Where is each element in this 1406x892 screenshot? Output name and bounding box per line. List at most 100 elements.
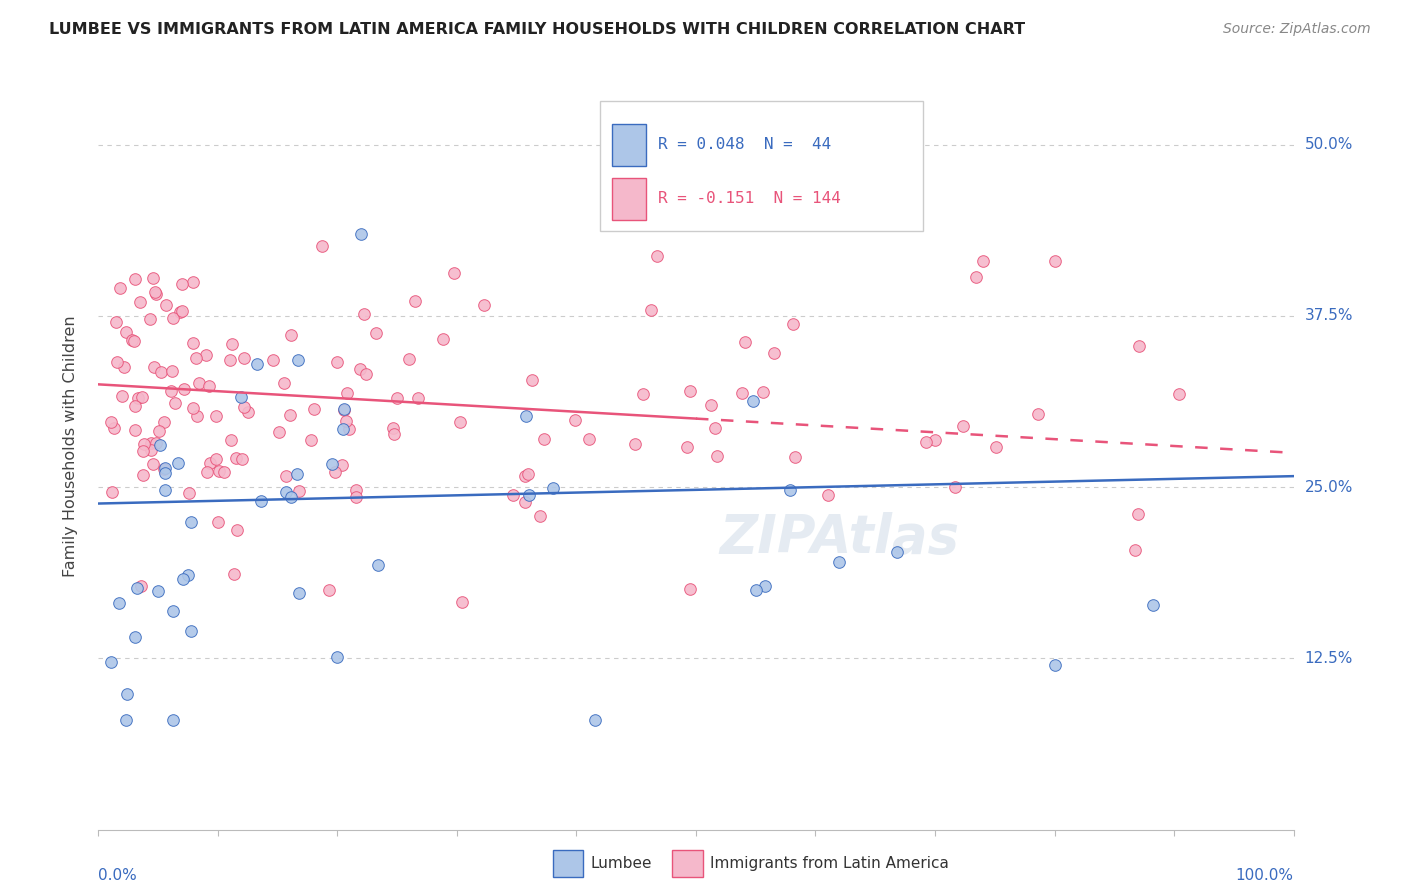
Point bbox=[149, 437, 172, 451]
Point bbox=[231, 452, 253, 467]
Point bbox=[145, 287, 167, 301]
Point bbox=[451, 595, 474, 609]
Point bbox=[114, 713, 136, 727]
Point bbox=[344, 490, 367, 504]
Point bbox=[333, 402, 356, 417]
Point bbox=[177, 485, 200, 500]
Point bbox=[108, 281, 131, 295]
Point bbox=[142, 458, 165, 472]
Point bbox=[172, 572, 194, 586]
Point bbox=[143, 285, 166, 300]
Point bbox=[533, 432, 555, 446]
Point bbox=[160, 364, 183, 378]
Text: Source: ZipAtlas.com: Source: ZipAtlas.com bbox=[1223, 22, 1371, 37]
Point bbox=[578, 432, 600, 446]
Point bbox=[205, 451, 228, 466]
Point bbox=[1128, 339, 1150, 353]
Point bbox=[330, 458, 353, 472]
Point bbox=[124, 630, 146, 644]
Text: Immigrants from Latin America: Immigrants from Latin America bbox=[710, 856, 949, 871]
Point bbox=[124, 423, 146, 437]
Point bbox=[198, 456, 221, 470]
Point bbox=[276, 485, 298, 500]
Point bbox=[287, 586, 309, 600]
Point bbox=[515, 409, 537, 423]
Point bbox=[1168, 386, 1191, 401]
Point bbox=[543, 481, 565, 495]
Text: 25.0%: 25.0% bbox=[1305, 480, 1353, 494]
Point bbox=[108, 596, 131, 610]
Point bbox=[139, 435, 162, 450]
Point bbox=[139, 311, 162, 326]
Point bbox=[115, 325, 138, 339]
FancyBboxPatch shape bbox=[613, 178, 645, 219]
Point bbox=[219, 434, 242, 448]
Point bbox=[785, 450, 807, 464]
Point bbox=[1125, 543, 1147, 558]
Point bbox=[943, 480, 966, 494]
Point bbox=[287, 353, 309, 368]
Point bbox=[181, 275, 204, 289]
Point bbox=[167, 456, 190, 470]
Text: 12.5%: 12.5% bbox=[1305, 651, 1353, 665]
Point bbox=[169, 305, 191, 319]
Point bbox=[285, 467, 308, 481]
Point bbox=[233, 351, 256, 365]
Point bbox=[187, 376, 209, 391]
Point bbox=[366, 326, 388, 340]
Point bbox=[356, 367, 378, 381]
Point bbox=[124, 399, 146, 413]
Point bbox=[323, 465, 346, 479]
Point bbox=[122, 334, 145, 348]
Text: 0.0%: 0.0% bbox=[98, 869, 138, 883]
Point bbox=[142, 360, 165, 375]
Point bbox=[333, 402, 356, 417]
Point bbox=[828, 556, 851, 570]
Point bbox=[965, 270, 987, 285]
Point bbox=[676, 440, 699, 454]
Point bbox=[623, 437, 645, 451]
Point bbox=[1026, 407, 1049, 421]
Point bbox=[181, 335, 204, 350]
Point bbox=[972, 254, 994, 268]
Point bbox=[100, 415, 122, 429]
Point bbox=[181, 401, 204, 415]
Point bbox=[104, 315, 127, 329]
Point bbox=[517, 467, 540, 482]
Point bbox=[952, 419, 974, 434]
Point bbox=[763, 346, 786, 360]
Point bbox=[132, 467, 155, 482]
Point bbox=[105, 355, 128, 369]
Point bbox=[349, 362, 371, 376]
Point bbox=[678, 582, 700, 596]
Point bbox=[631, 387, 654, 401]
Y-axis label: Family Households with Children: Family Households with Children bbox=[63, 315, 77, 577]
Point bbox=[125, 581, 148, 595]
Point bbox=[326, 354, 349, 368]
Point bbox=[779, 483, 801, 497]
Point bbox=[311, 238, 333, 252]
Point bbox=[145, 435, 167, 450]
Text: R = -0.151  N = 144: R = -0.151 N = 144 bbox=[658, 192, 841, 206]
Point bbox=[640, 302, 662, 317]
Point bbox=[914, 435, 936, 450]
Point bbox=[226, 523, 249, 537]
Point bbox=[583, 713, 606, 727]
Point bbox=[299, 434, 322, 448]
Point bbox=[432, 332, 454, 346]
Point bbox=[195, 465, 218, 479]
Point bbox=[449, 415, 471, 429]
Point bbox=[236, 405, 259, 419]
Point bbox=[886, 545, 908, 559]
Point bbox=[163, 396, 186, 410]
Point bbox=[153, 415, 176, 429]
Point bbox=[114, 359, 136, 374]
Point bbox=[782, 318, 804, 332]
Point bbox=[180, 515, 202, 529]
Point bbox=[198, 379, 221, 393]
Point bbox=[278, 409, 301, 423]
Point bbox=[131, 390, 153, 404]
Point bbox=[741, 393, 763, 408]
Point bbox=[318, 583, 340, 598]
Point bbox=[162, 713, 184, 727]
